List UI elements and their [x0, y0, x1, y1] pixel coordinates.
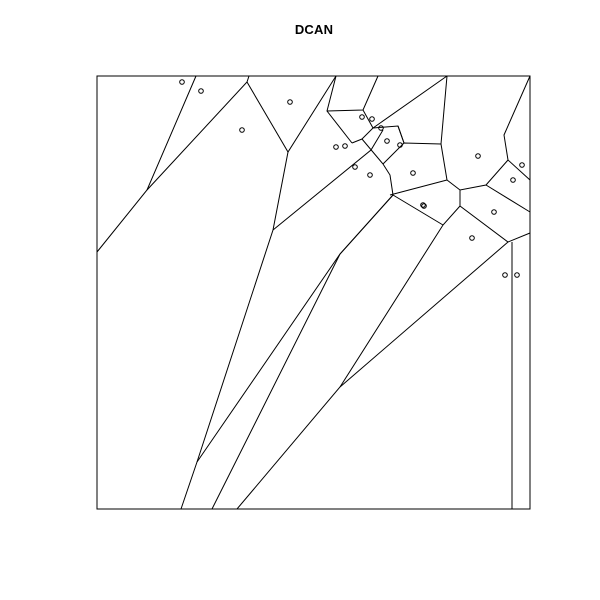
voronoi-edge: [339, 241, 509, 388]
site-point: [469, 235, 475, 241]
site-point: [378, 125, 384, 131]
voronoi-edges: [96, 75, 531, 510]
voronoi-edge: [382, 163, 394, 196]
site-point: [421, 203, 427, 209]
site-point: [359, 114, 365, 120]
site-point: [239, 127, 245, 133]
voronoi-edge: [392, 194, 444, 226]
voronoi-edge: [211, 194, 394, 510]
site-point: [369, 116, 375, 122]
voronoi-edge: [459, 190, 531, 243]
site-point: [198, 88, 204, 94]
voronoi-edge: [440, 75, 448, 145]
voronoi-edge: [382, 142, 442, 165]
voronoi-edge: [146, 75, 250, 191]
voronoi-edge: [96, 75, 197, 253]
site-point: [410, 170, 416, 176]
voronoi-edge: [196, 194, 394, 463]
plot-frame: [96, 75, 531, 510]
site-point: [342, 143, 348, 149]
voronoi-edge: [485, 184, 531, 213]
voronoi-edge: [362, 75, 448, 129]
voronoi-edge: [397, 125, 405, 144]
site-point: [491, 209, 497, 215]
site-point: [384, 138, 390, 144]
site-points: [179, 79, 525, 278]
site-point: [287, 99, 293, 105]
site-point: [367, 172, 373, 178]
voronoi-edge: [351, 138, 384, 165]
site-point: [475, 153, 481, 159]
voronoi-edge: [180, 151, 289, 510]
site-point: [510, 177, 516, 183]
site-point: [179, 79, 185, 85]
voronoi-edge: [389, 143, 448, 196]
site-point: [502, 272, 508, 278]
plot-title: DCAN: [294, 22, 334, 37]
voronoi-edge: [246, 75, 337, 153]
voronoi-edge: [326, 75, 353, 144]
site-point: [352, 164, 358, 170]
voronoi-edge: [503, 75, 531, 161]
voronoi-edge: [446, 159, 531, 191]
site-point: [397, 142, 403, 148]
site-point: [420, 202, 426, 208]
site-point: [519, 162, 525, 168]
voronoi-edge: [236, 205, 461, 510]
site-point: [333, 144, 339, 150]
voronoi-edge: [361, 127, 374, 140]
site-point: [514, 272, 520, 278]
